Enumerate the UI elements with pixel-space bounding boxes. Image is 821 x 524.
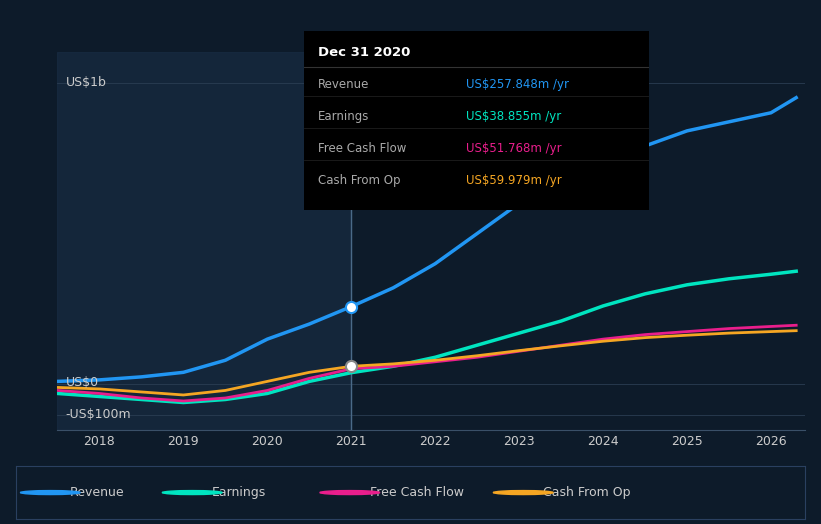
Bar [57, 52, 351, 430]
Text: Revenue: Revenue [70, 486, 125, 499]
Circle shape [320, 490, 380, 495]
Text: Revenue: Revenue [318, 78, 369, 91]
Text: -US$100m: -US$100m [66, 408, 131, 421]
Text: Cash From Op: Cash From Op [318, 174, 400, 187]
Text: US$257.848m /yr: US$257.848m /yr [466, 78, 569, 91]
Text: Free Cash Flow: Free Cash Flow [369, 486, 464, 499]
Text: US$59.979m /yr: US$59.979m /yr [466, 174, 562, 187]
Circle shape [163, 490, 222, 495]
Text: Past: Past [314, 64, 339, 78]
Text: Free Cash Flow: Free Cash Flow [318, 142, 406, 155]
Text: Dec 31 2020: Dec 31 2020 [318, 46, 410, 59]
Circle shape [493, 490, 553, 495]
Text: US$0: US$0 [66, 376, 99, 389]
Text: Analysts Forecasts: Analysts Forecasts [364, 64, 474, 78]
Text: US$38.855m /yr: US$38.855m /yr [466, 110, 561, 123]
Text: Earnings: Earnings [318, 110, 369, 123]
Circle shape [21, 490, 80, 495]
Text: US$1b: US$1b [66, 76, 107, 89]
Text: Earnings: Earnings [212, 486, 266, 499]
Text: Cash From Op: Cash From Op [543, 486, 631, 499]
Text: US$51.768m /yr: US$51.768m /yr [466, 142, 562, 155]
